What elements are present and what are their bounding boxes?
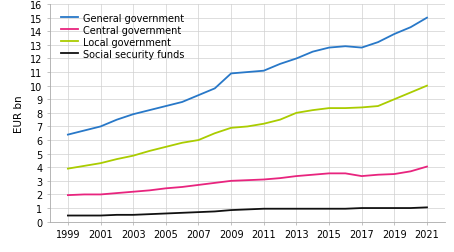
Y-axis label: EUR bn: EUR bn — [15, 95, 25, 132]
General government — [343, 46, 348, 49]
General government — [179, 101, 185, 104]
Social security funds — [114, 213, 119, 216]
Central government — [114, 192, 119, 195]
General government — [81, 130, 87, 133]
Social security funds — [277, 207, 283, 210]
Central government — [277, 177, 283, 180]
Social security funds — [65, 214, 71, 217]
Social security funds — [343, 207, 348, 210]
Central government — [98, 193, 103, 196]
Central government — [294, 175, 299, 178]
Local government — [147, 150, 152, 153]
Local government — [228, 127, 234, 130]
Social security funds — [163, 212, 168, 215]
Social security funds — [98, 214, 103, 217]
Central government — [375, 174, 381, 177]
Line: Local government: Local government — [68, 86, 427, 169]
Social security funds — [228, 209, 234, 212]
Line: Central government: Central government — [68, 167, 427, 195]
Local government — [196, 139, 201, 142]
Line: Social security funds: Social security funds — [68, 208, 427, 216]
Central government — [228, 180, 234, 183]
General government — [114, 119, 119, 122]
Central government — [179, 186, 185, 189]
Social security funds — [359, 207, 365, 210]
Local government — [261, 123, 266, 126]
Local government — [392, 98, 397, 101]
Central government — [326, 172, 332, 175]
Legend: General government, Central government, Local government, Social security funds: General government, Central government, … — [59, 12, 187, 61]
Central government — [212, 182, 217, 185]
Local government — [65, 167, 71, 170]
Local government — [130, 154, 136, 158]
General government — [408, 26, 414, 29]
Social security funds — [147, 213, 152, 216]
General government — [424, 17, 429, 20]
Central government — [408, 170, 414, 173]
Central government — [261, 178, 266, 181]
Local government — [98, 162, 103, 165]
Social security funds — [196, 211, 201, 214]
Local government — [277, 119, 283, 122]
Social security funds — [212, 210, 217, 213]
General government — [65, 134, 71, 137]
Central government — [196, 184, 201, 187]
Local government — [212, 132, 217, 135]
Local government — [375, 105, 381, 108]
Local government — [326, 107, 332, 110]
General government — [228, 73, 234, 76]
General government — [294, 58, 299, 61]
Central government — [424, 165, 429, 168]
Social security funds — [179, 211, 185, 214]
Central government — [65, 194, 71, 197]
Central government — [163, 187, 168, 190]
Local government — [163, 146, 168, 149]
General government — [326, 47, 332, 50]
General government — [245, 71, 250, 74]
Local government — [294, 112, 299, 115]
Social security funds — [130, 213, 136, 216]
Social security funds — [375, 207, 381, 210]
Local government — [81, 165, 87, 168]
Social security funds — [245, 208, 250, 211]
General government — [163, 105, 168, 108]
General government — [261, 70, 266, 73]
Line: General government: General government — [68, 19, 427, 135]
Local government — [359, 106, 365, 109]
Social security funds — [392, 207, 397, 210]
Local government — [408, 91, 414, 94]
Social security funds — [261, 207, 266, 210]
Local government — [310, 109, 316, 112]
Central government — [81, 193, 87, 196]
General government — [212, 87, 217, 90]
Local government — [245, 125, 250, 129]
Social security funds — [81, 214, 87, 217]
Central government — [310, 174, 316, 177]
Central government — [392, 173, 397, 176]
General government — [310, 51, 316, 54]
General government — [359, 47, 365, 50]
Central government — [130, 191, 136, 194]
Central government — [359, 175, 365, 178]
Central government — [245, 179, 250, 182]
General government — [392, 33, 397, 36]
General government — [98, 125, 103, 129]
Social security funds — [294, 207, 299, 210]
Central government — [147, 189, 152, 192]
General government — [375, 41, 381, 44]
General government — [196, 94, 201, 97]
Local government — [114, 158, 119, 161]
Social security funds — [326, 207, 332, 210]
General government — [147, 109, 152, 112]
Local government — [179, 142, 185, 145]
General government — [277, 63, 283, 66]
Local government — [343, 107, 348, 110]
Local government — [424, 85, 429, 88]
Social security funds — [310, 207, 316, 210]
Social security funds — [424, 206, 429, 209]
Central government — [343, 172, 348, 175]
Social security funds — [408, 207, 414, 210]
General government — [130, 113, 136, 116]
